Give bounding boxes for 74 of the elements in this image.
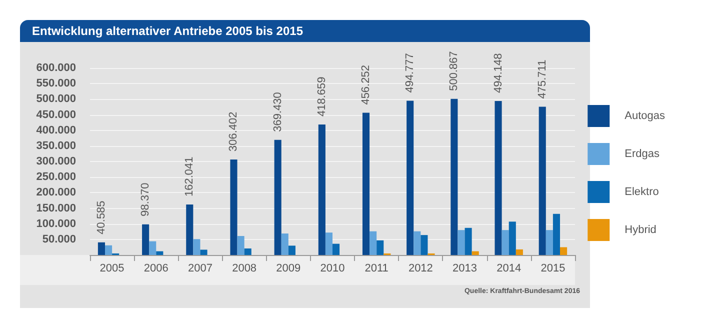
- bar: [186, 204, 194, 255]
- bar: [370, 231, 377, 255]
- x-tick-label: 2009: [276, 262, 301, 274]
- x-tick-label: 2013: [452, 262, 478, 274]
- y-tick-label: 450.000: [36, 108, 76, 121]
- data-label: 162.041: [184, 156, 196, 196]
- bar: [560, 247, 568, 255]
- bar: [464, 228, 472, 255]
- bar: [502, 230, 509, 255]
- y-tick-label: 300.000: [36, 156, 76, 168]
- legend-label: Erdgas: [624, 148, 660, 160]
- legend-label: Hybrid: [624, 224, 656, 236]
- bar: [414, 231, 421, 255]
- x-tick-label: 2005: [100, 262, 124, 274]
- bar: [552, 214, 560, 255]
- bar: [516, 249, 523, 255]
- bar: [450, 98, 458, 255]
- bar: [104, 245, 112, 255]
- bar: [472, 251, 479, 255]
- x-tick-label: 2008: [232, 262, 257, 274]
- bar: [237, 236, 244, 255]
- y-tick-label: 150.000: [36, 202, 76, 214]
- bar: [193, 239, 200, 255]
- x-tick-label: 2015: [540, 262, 566, 274]
- bar: [142, 224, 150, 255]
- x-tick-label: 2006: [144, 262, 168, 274]
- y-tick-label: 600.000: [36, 62, 76, 74]
- x-tick-label: 2010: [320, 262, 345, 274]
- bar: [406, 100, 414, 255]
- bar: [458, 230, 465, 255]
- y-tick-label: 500.000: [36, 93, 76, 106]
- data-label: 475.711: [536, 60, 548, 99]
- bar: [546, 230, 553, 255]
- bar: [538, 106, 546, 255]
- bar: [318, 124, 326, 255]
- x-tick-label: 2011: [364, 262, 388, 274]
- legend-label: Elektro: [624, 186, 659, 198]
- bar: [149, 241, 156, 255]
- data-label: 456.252: [360, 65, 372, 105]
- y-tick-label: 50.000: [42, 233, 76, 246]
- bar: [244, 248, 252, 255]
- y-tick-label: 550.000: [36, 78, 76, 90]
- data-label: 500.867: [448, 51, 460, 91]
- bar: [274, 140, 282, 255]
- bar: [200, 250, 208, 255]
- bar: [420, 235, 428, 255]
- data-label: 494.148: [492, 53, 504, 93]
- y-tick-label: 250.000: [36, 171, 76, 184]
- data-label: 40.585: [95, 200, 108, 234]
- y-tick-label: 100.000: [36, 218, 76, 230]
- bar: [230, 160, 238, 255]
- data-label: 369.430: [272, 92, 284, 132]
- x-tick-label: 2014: [496, 262, 522, 274]
- y-tick-label: 350.000: [36, 140, 76, 152]
- bar: [98, 242, 105, 255]
- bar: [325, 232, 332, 255]
- y-tick-label: 400.000: [36, 124, 76, 136]
- bar: [288, 246, 296, 255]
- bar: [494, 100, 502, 255]
- x-tick-label: 2012: [408, 262, 433, 274]
- data-label: 98.370: [140, 182, 152, 216]
- data-label: 306.402: [228, 112, 240, 152]
- bar: [376, 240, 384, 255]
- x-tick-label: 2007: [188, 262, 212, 274]
- bar: [362, 112, 370, 255]
- data-label: 494.777: [404, 53, 416, 93]
- bar: [508, 222, 516, 255]
- chart-title: Entwicklung alternativer Antriebe 2005 bis 2015: [20, 20, 590, 42]
- bar: [156, 251, 164, 255]
- bar: [332, 244, 340, 255]
- bar: [281, 233, 288, 255]
- y-tick-label: 200.000: [36, 186, 76, 199]
- legend-label: Autogas: [624, 110, 666, 122]
- data-label: 418.659: [316, 76, 328, 117]
